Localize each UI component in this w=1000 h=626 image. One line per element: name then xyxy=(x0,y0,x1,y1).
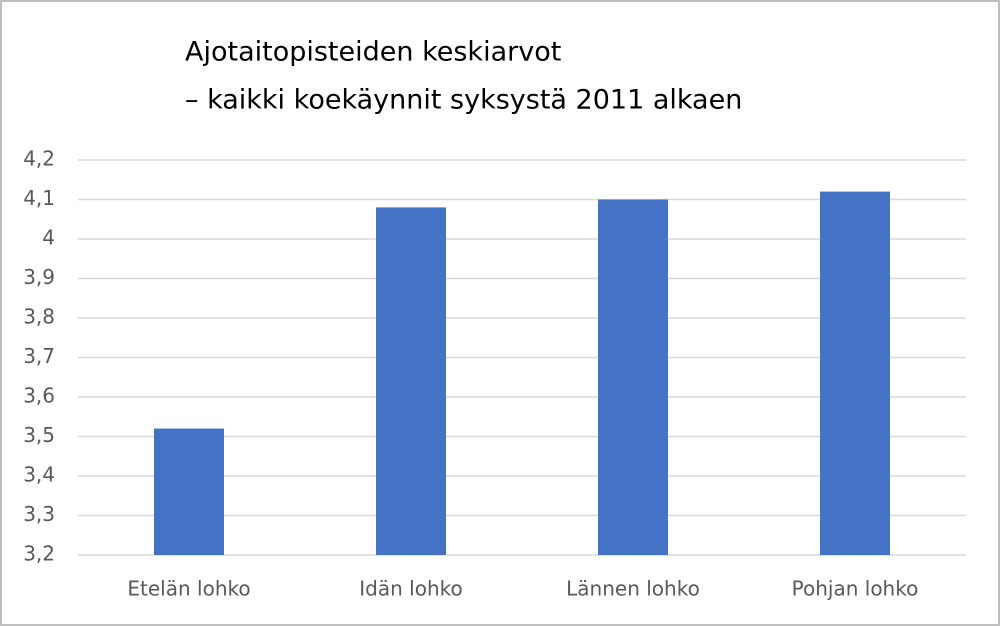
chart-subtitle: – kaikki koekäynnit syksystä 2011 alkaen xyxy=(185,85,742,116)
y-tick-label: 4,1 xyxy=(23,186,55,210)
chart-title: Ajotaitopisteiden keskiarvot xyxy=(185,37,561,68)
y-tick-label: 3,6 xyxy=(23,384,55,408)
y-tick-label: 3,2 xyxy=(23,542,55,566)
y-tick-label: 3,3 xyxy=(23,502,55,526)
x-tick-label: Etelän lohko xyxy=(127,577,250,601)
y-tick-label: 3,4 xyxy=(23,463,55,487)
x-tick-label: Idän lohko xyxy=(359,577,462,601)
bar xyxy=(376,207,446,555)
bar xyxy=(820,191,890,555)
x-tick-label: Lännen lohko xyxy=(566,577,700,601)
y-tick-label: 3,7 xyxy=(23,344,55,368)
y-tick-label: 4 xyxy=(42,226,55,250)
bar xyxy=(598,199,668,555)
y-tick-label: 3,8 xyxy=(23,305,55,329)
x-tick-label: Pohjan lohko xyxy=(792,577,919,601)
y-tick-label: 3,9 xyxy=(23,265,55,289)
bar xyxy=(154,428,224,555)
y-tick-label: 3,5 xyxy=(23,423,55,447)
y-tick-label: 4,2 xyxy=(23,147,55,171)
